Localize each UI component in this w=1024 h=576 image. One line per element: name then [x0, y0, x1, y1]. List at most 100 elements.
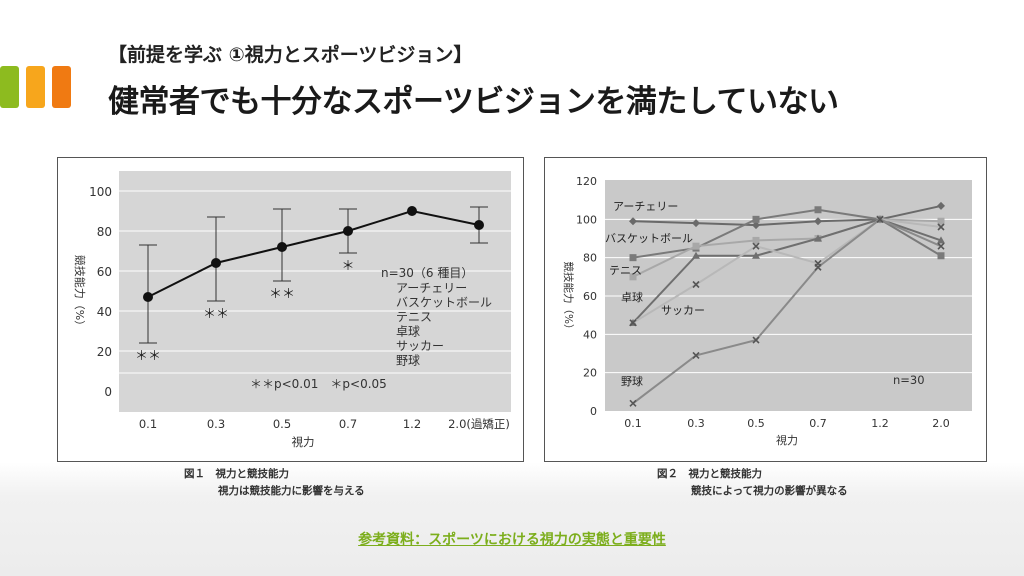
data-point: [692, 251, 700, 259]
sport-list-item: テニス: [396, 310, 432, 324]
data-point: [752, 236, 760, 244]
figure-2-caption: 図２ 視力と競技能力 競技によって視力の影響が異なる: [657, 466, 848, 500]
data-point: [343, 226, 353, 236]
x-tick-label: 0.7: [339, 417, 357, 431]
significance-mark: ＊＊: [135, 349, 161, 364]
sport-list-item: アーチェリー: [396, 281, 467, 295]
figure-2-caption-title: 図２ 視力と競技能力: [657, 468, 762, 480]
data-point: [937, 236, 945, 244]
accent-square-yellow: [26, 66, 45, 108]
data-point: [937, 252, 945, 260]
y-tick-label: 80: [583, 252, 597, 265]
data-point: [752, 215, 760, 223]
sport-list-item: 卓球: [396, 325, 420, 339]
y-tick-label: 20: [583, 367, 597, 380]
figure-1-caption: 図１ 視力と競技能力 視力は競技能力に影響を与える: [184, 466, 365, 500]
data-point: [277, 242, 287, 252]
y-tick-label: 40: [583, 328, 597, 341]
reference-link[interactable]: 参考資料：スポーツにおける視力の実態と重要性: [358, 532, 666, 548]
series-label: テニス: [609, 264, 642, 277]
bottom-band: [0, 462, 1024, 576]
data-point: [937, 201, 945, 210]
x-tick-label: 0.1: [139, 417, 157, 431]
series-line: [632, 218, 942, 405]
data-point: [752, 336, 760, 344]
y-tick-label: 60: [583, 290, 597, 303]
data-point: [211, 258, 221, 268]
figure-1-chart: 0 20 40 60 80 100 0.1 0.3 0.5 0.7 1.2 2.0(過矯正) 視力 競技能…: [73, 171, 511, 449]
x-tick-label: 2.0: [932, 417, 950, 430]
significance-mark: ＊: [341, 259, 354, 274]
plot-background: [119, 171, 511, 412]
sample-size-note: n=30（6 種目）: [381, 266, 473, 280]
figure-1-caption-desc: 視力は競技能力に影響を与える: [218, 485, 365, 497]
y-tick-label: 80: [97, 225, 112, 239]
data-point: [814, 217, 822, 226]
significance-mark: ＊＊: [269, 287, 295, 302]
y-axis-label: 競技能力（%）: [562, 262, 575, 335]
series-label: バスケットボール: [605, 232, 693, 245]
x-tick-label: 0.1: [624, 417, 642, 430]
y-tick-label: 120: [576, 175, 597, 188]
data-point: [752, 251, 760, 259]
data-point: [814, 234, 822, 242]
x-axis-label: 視力: [776, 433, 798, 447]
x-tick-label: 0.5: [273, 417, 291, 431]
series-label: 卓球: [621, 290, 643, 304]
data-point: [937, 223, 945, 231]
x-axis-label: 視力: [292, 435, 315, 449]
y-axis-label: 競技能力（%）: [73, 255, 87, 331]
sport-list-item: サッカー: [396, 339, 444, 353]
x-tick-label: 2.0(過矯正): [448, 417, 510, 431]
series-line: [632, 208, 942, 259]
sport-list-item: 野球: [396, 354, 420, 368]
x-tick-label: 0.7: [809, 417, 827, 430]
data-point: [629, 399, 637, 407]
series-label: アーチェリー: [613, 200, 678, 213]
data-point: [629, 254, 637, 262]
figure-2-frame: 0 20 40 60 80 100 120 0.1 0.3 0.5 0.7 1.2 2.0 視力 競技能力（…: [544, 157, 987, 462]
data-point: [937, 242, 945, 250]
series-label: サッカー: [661, 304, 705, 317]
series-line: [632, 204, 942, 227]
accent-square-green: [0, 66, 19, 108]
y-tick-label: 0: [590, 405, 597, 418]
figure-1-caption-title: 図１ 視力と競技能力: [184, 468, 289, 480]
figure-2-chart: 0 20 40 60 80 100 120 0.1 0.3 0.5 0.7 1.2 2.0 視力 競技能力（…: [562, 175, 972, 447]
y-tick-label: 0: [104, 385, 112, 399]
data-point: [692, 219, 700, 228]
p-value-legend: ＊＊p<0.01 ＊p<0.05: [250, 377, 387, 391]
data-point: [692, 280, 700, 289]
data-point: [474, 220, 484, 230]
x-tick-label: 0.3: [687, 417, 705, 430]
y-tick-label: 40: [97, 305, 112, 319]
slide-title: 健常者でも十分なスポーツビジョンを満たしていない: [108, 84, 839, 120]
data-point: [752, 242, 760, 250]
data-point: [407, 206, 417, 216]
data-point: [692, 351, 700, 359]
sample-size-note: n=30: [893, 373, 925, 387]
y-tick-label: 100: [89, 185, 112, 199]
y-tick-label: 20: [97, 345, 112, 359]
data-point: [937, 217, 945, 225]
figure-1-frame: 0 20 40 60 80 100 0.1 0.3 0.5 0.7 1.2 2.0(過矯正) 視力 競技能…: [57, 157, 524, 462]
slide-subtitle: 【前提を学ぶ ①視力とスポーツビジョン】: [108, 44, 473, 66]
data-point: [143, 292, 153, 302]
data-point: [629, 319, 637, 327]
data-point: [876, 215, 884, 223]
x-tick-label: 0.3: [207, 417, 225, 431]
x-tick-label: 1.2: [403, 417, 421, 431]
data-point: [814, 206, 822, 214]
data-point: [814, 263, 822, 271]
y-tick-label: 60: [97, 265, 112, 279]
data-point: [629, 217, 637, 226]
series-line: [147, 209, 480, 298]
series-line: [632, 218, 942, 324]
data-point: [629, 273, 637, 281]
figure-2-caption-desc: 競技によって視力の影響が異なる: [691, 485, 848, 497]
series-label: 野球: [621, 374, 643, 388]
sport-list-item: バスケットボール: [396, 296, 492, 310]
significance-mark: ＊＊: [203, 307, 229, 322]
y-tick-label: 100: [576, 213, 597, 226]
x-tick-label: 0.5: [747, 417, 765, 430]
